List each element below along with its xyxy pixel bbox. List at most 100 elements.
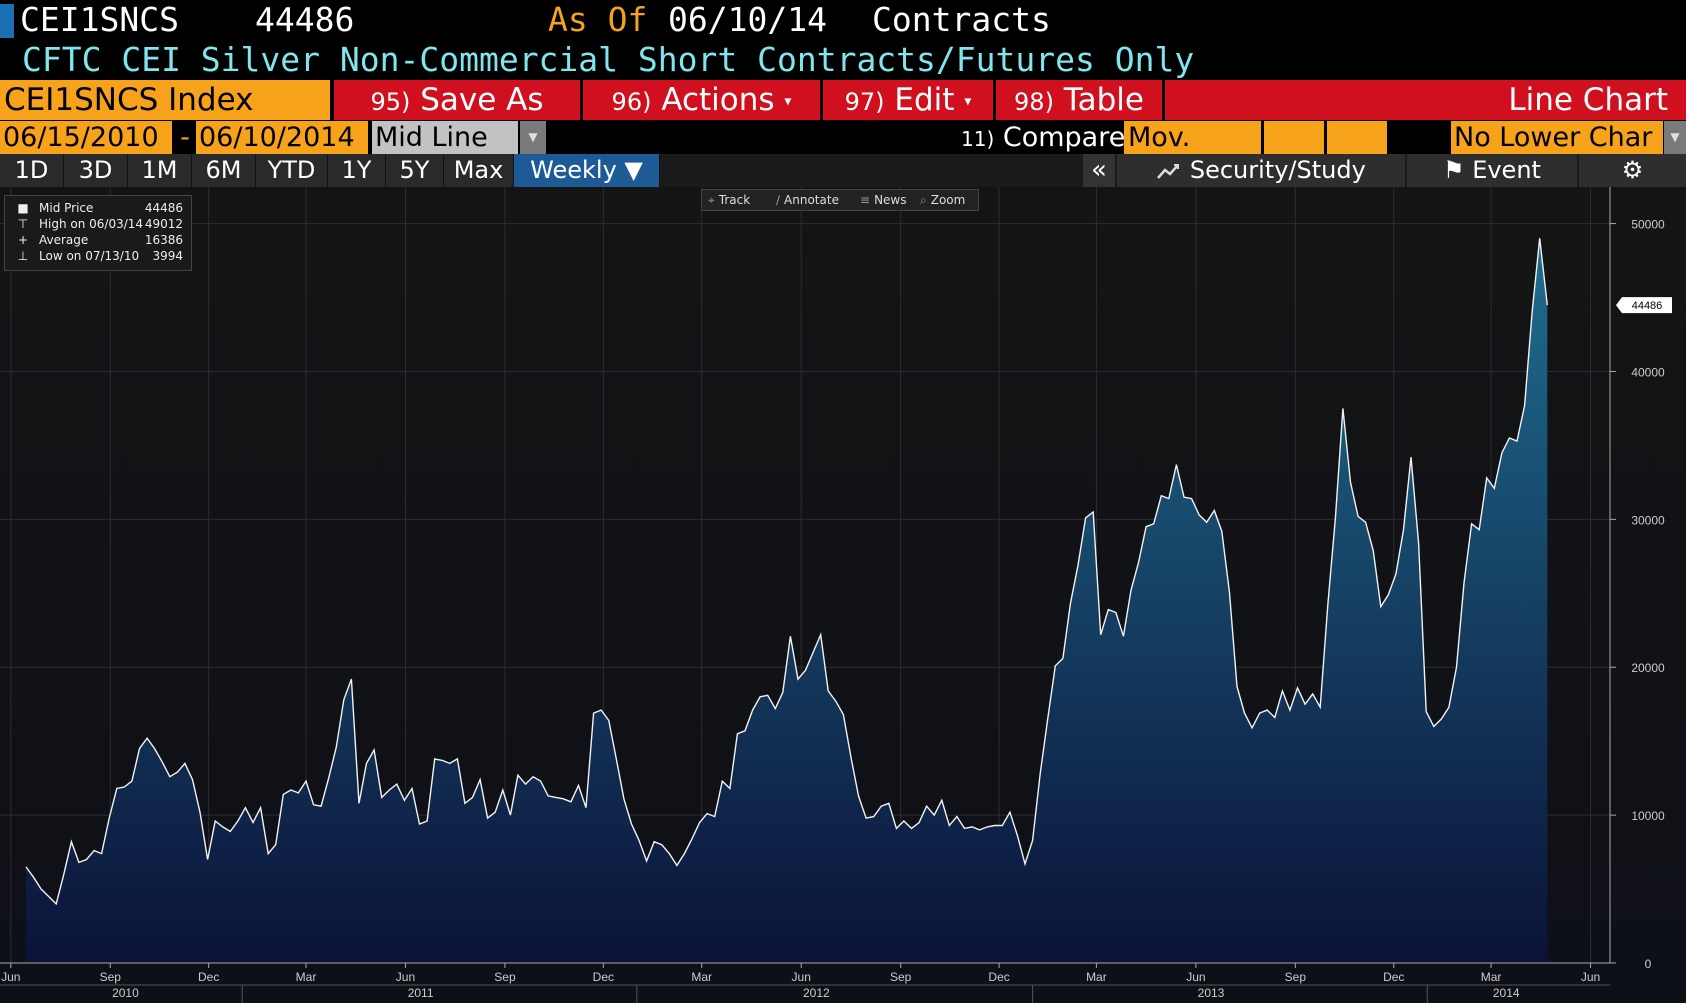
x-tick-label: Jun <box>1186 970 1205 984</box>
x-tick-label: Sep <box>1285 970 1307 984</box>
legend-mid-price: ■ Mid Price 44486 <box>9 200 189 216</box>
mov-avg-field-2[interactable] <box>1264 121 1324 154</box>
table-number: 98) <box>1014 88 1054 116</box>
save-as-button[interactable]: 95) Save As <box>334 80 580 120</box>
news-icon: ≡ <box>860 193 871 207</box>
edit-label: Edit <box>894 82 955 118</box>
start-date-field[interactable]: 06/15/2010 <box>0 121 172 154</box>
x-tick-label: Dec <box>593 970 614 984</box>
header-bar: CEI1SNCS 44486 As Of 06/10/14 Contracts <box>0 0 1686 40</box>
zoom-label: Zoom <box>930 193 966 207</box>
period-tabs-bar: 1D 3D 1M 6M YTD 1Y 5Y Max Weekly ▼ « Sec… <box>0 154 1686 187</box>
end-date-field[interactable]: 06/10/2014 <box>196 121 368 154</box>
lower-chart-select[interactable]: No Lower Char <box>1451 121 1663 154</box>
tab-1m[interactable]: 1M <box>128 154 192 187</box>
series-area-mid-price <box>26 238 1548 963</box>
edit-number: 97) <box>844 88 885 116</box>
legend-low: ⊥ Low on 07/13/10 3994 <box>9 248 189 264</box>
edit-button[interactable]: 97) Edit ▾ <box>823 80 993 120</box>
caret-down-icon: ▾ <box>964 93 972 110</box>
zoom-button[interactable]: ⌕ Zoom <box>920 190 965 210</box>
y-tick-label: 20000 <box>1631 661 1665 675</box>
x-tick-label: Sep <box>890 970 912 984</box>
tab-5y[interactable]: 5Y <box>386 154 444 187</box>
x-tick-label: Sep <box>100 970 122 984</box>
collapse-icon[interactable]: « <box>1083 154 1115 187</box>
last-value: 44486 <box>255 0 355 39</box>
table-button[interactable]: 98) Table <box>996 80 1162 120</box>
x-year-label: 2011 <box>408 986 434 1000</box>
dropdown-arrow-icon[interactable]: ▼ <box>520 121 546 154</box>
x-tick-label: Jun <box>792 970 811 984</box>
line-chart[interactable]: 0 10000 20000 30000 40000 50000 Jun Sep Dec Mar Ju… <box>0 187 1686 1003</box>
x-tick-label: Mar <box>1086 970 1107 984</box>
news-button[interactable]: ≡ News <box>860 190 907 210</box>
news-label: News <box>874 193 907 207</box>
tab-1y[interactable]: 1Y <box>328 154 386 187</box>
save-as-number: 95) <box>370 88 411 116</box>
as-of-date: 06/10/14 <box>668 0 827 39</box>
gear-icon[interactable]: ⚙ <box>1579 154 1686 187</box>
x-year-label: 2014 <box>1493 986 1520 1000</box>
legend-average-label: Average <box>39 233 89 247</box>
legend-high-label: High on 06/03/14 <box>39 217 144 231</box>
caret-down-icon: ▾ <box>784 93 792 110</box>
event-button[interactable]: ⚑ Event <box>1407 154 1577 187</box>
security-study-label: Security/Study <box>1189 156 1366 184</box>
actions-label: Actions <box>661 82 775 118</box>
save-as-label: Save As <box>420 82 544 118</box>
chart-panel[interactable]: 0 10000 20000 30000 40000 50000 Jun Sep Dec Mar Ju… <box>0 187 1686 1003</box>
series-line-mid-price[interactable] <box>25 238 1548 906</box>
price-type-select[interactable]: Mid Line <box>372 121 518 154</box>
legend-average: + Average 16386 <box>9 232 189 248</box>
tab-1d[interactable]: 1D <box>0 154 64 187</box>
date-separator: - <box>180 122 190 153</box>
magnifier-icon: ⌕ <box>920 193 927 207</box>
tab-3d[interactable]: 3D <box>64 154 128 187</box>
actions-number: 96) <box>611 88 652 116</box>
frequency-select[interactable]: Weekly ▼ <box>514 154 660 187</box>
x-tick-label: Jun <box>1 970 20 984</box>
compare-number: 11) <box>961 127 995 151</box>
dropdown-arrow-icon[interactable]: ▼ <box>1664 121 1686 154</box>
as-of-label: As Of <box>548 0 648 39</box>
security-study-button[interactable]: Security/Study <box>1117 154 1405 187</box>
chart-legend[interactable]: ■ Mid Price 44486 ⊤ High on 06/03/14 490… <box>4 195 192 271</box>
square-icon: ■ <box>17 201 29 215</box>
legend-high-value: 49012 <box>144 217 183 231</box>
x-year-label: 2012 <box>803 986 830 1000</box>
last-value-tag-label: 44486 <box>1632 300 1663 312</box>
x-tick-label: Mar <box>296 970 317 984</box>
x-tick-label: Sep <box>494 970 516 984</box>
mov-avg-field-3[interactable] <box>1327 121 1387 154</box>
index-field[interactable]: CEI1SNCS Index <box>0 80 330 120</box>
high-marker-icon: ⊤ <box>17 217 29 231</box>
mov-avgs-field[interactable]: Mov. Avgs <box>1124 121 1261 186</box>
x-year-label: 2010 <box>112 986 139 1000</box>
legend-low-value: 3994 <box>152 249 183 263</box>
actions-button[interactable]: 96) Actions ▾ <box>583 80 820 120</box>
y-tick-label: 40000 <box>1631 365 1665 379</box>
x-tick-label: Mar <box>1481 970 1502 984</box>
compare-button[interactable]: 11) Compare <box>961 121 1125 154</box>
ticker-symbol[interactable]: CEI1SNCS <box>20 0 179 39</box>
average-marker-icon: + <box>17 233 29 247</box>
tab-max[interactable]: Max <box>444 154 514 187</box>
pencil-icon: ∕ <box>776 193 781 207</box>
legend-high: ⊤ High on 06/03/14 49012 <box>9 216 189 232</box>
tab-ytd[interactable]: YTD <box>256 154 328 187</box>
x-tick-label: Jun <box>1581 970 1600 984</box>
menu-bar: CEI1SNCS Index 95) Save As 96) Actions ▾… <box>0 80 1686 120</box>
event-label: Event <box>1472 156 1541 184</box>
annotate-button[interactable]: ∕ Annotate <box>776 190 839 210</box>
last-value-tag <box>1616 297 1672 314</box>
x-tick-label: Jun <box>396 970 415 984</box>
legend-mid-price-value: 44486 <box>144 201 183 215</box>
compare-label: Compare <box>1002 122 1126 153</box>
security-marker <box>0 4 14 38</box>
chart-tools-strip: ⌖ Track ∕ Annotate ≡ News ⌕ Zoom <box>701 189 979 211</box>
y-tick-label: 10000 <box>1631 809 1665 823</box>
tab-6m[interactable]: 6M <box>192 154 256 187</box>
y-tick-label: 30000 <box>1631 513 1665 527</box>
track-button[interactable]: ⌖ Track <box>708 190 750 210</box>
